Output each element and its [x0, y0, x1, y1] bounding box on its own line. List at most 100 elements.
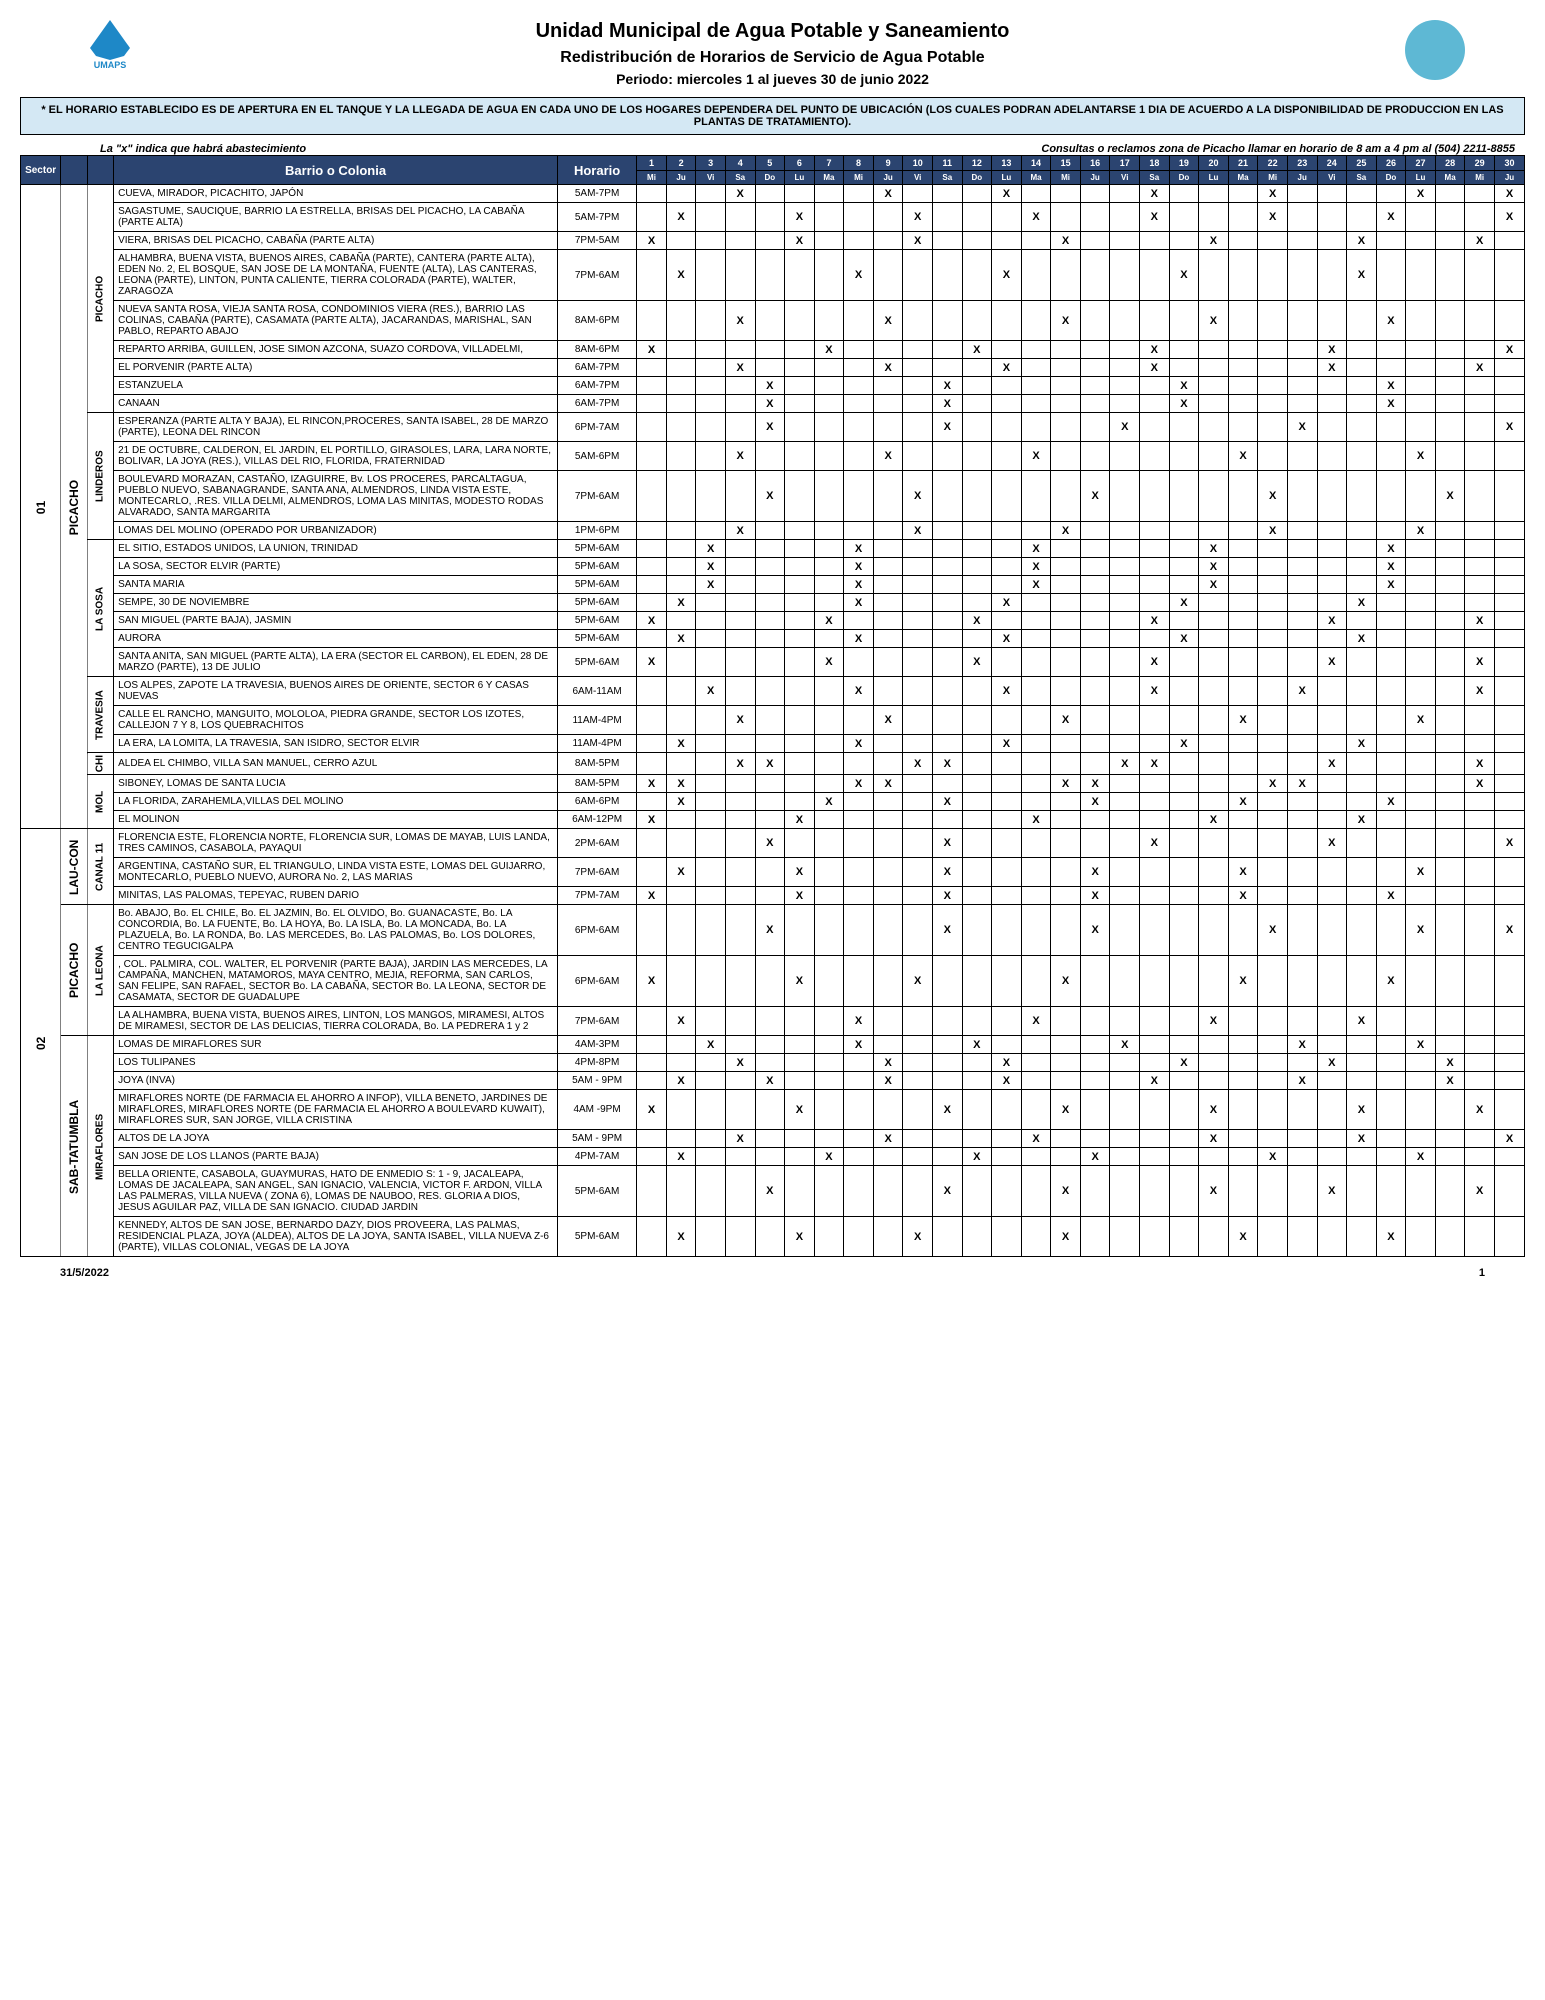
x-cell	[844, 1072, 874, 1090]
x-cell	[992, 540, 1022, 558]
x-cell: X	[1317, 648, 1347, 677]
x-cell	[1258, 811, 1288, 829]
x-cell	[1228, 1148, 1258, 1166]
horario-cell: 5PM-6AM	[557, 1166, 636, 1217]
th-dayname: Vi	[903, 171, 933, 185]
x-cell	[1317, 1007, 1347, 1036]
horario-cell: 8AM-6PM	[557, 301, 636, 341]
x-cell	[1465, 203, 1495, 232]
x-cell	[1376, 594, 1406, 612]
x-cell	[1110, 775, 1140, 793]
x-cell: X	[873, 1072, 903, 1090]
x-cell	[1080, 811, 1110, 829]
x-cell: X	[637, 648, 667, 677]
x-cell	[992, 1007, 1022, 1036]
x-cell: X	[755, 905, 785, 956]
th-daynum: 28	[1435, 156, 1465, 171]
th-dayname: Do	[755, 171, 785, 185]
x-cell	[844, 471, 874, 522]
x-cell	[1287, 630, 1317, 648]
x-cell	[755, 1217, 785, 1257]
x-cell	[696, 185, 726, 203]
x-cell	[1435, 1217, 1465, 1257]
x-cell	[844, 413, 874, 442]
x-cell	[1494, 232, 1524, 250]
x-cell: X	[1347, 1007, 1377, 1036]
x-cell	[785, 522, 815, 540]
x-cell: X	[992, 359, 1022, 377]
x-cell	[1406, 1007, 1436, 1036]
x-cell	[1110, 471, 1140, 522]
x-cell	[873, 522, 903, 540]
x-cell	[1406, 377, 1436, 395]
x-cell	[1110, 858, 1140, 887]
x-cell	[903, 301, 933, 341]
x-cell	[1465, 594, 1495, 612]
x-cell	[1140, 1130, 1170, 1148]
x-cell	[873, 594, 903, 612]
x-cell	[1376, 829, 1406, 858]
x-cell	[637, 185, 667, 203]
table-row: SAB-TATUMBLAMIRAFLORESLOMAS DE MIRAFLORE…	[21, 1036, 1525, 1054]
x-cell	[1376, 811, 1406, 829]
x-cell: X	[1347, 1090, 1377, 1130]
x-cell: X	[1080, 793, 1110, 811]
x-cell	[637, 1217, 667, 1257]
x-cell	[1317, 576, 1347, 594]
x-cell	[1021, 594, 1051, 612]
x-cell	[1021, 1036, 1051, 1054]
x-cell: X	[992, 630, 1022, 648]
x-cell: X	[666, 1148, 696, 1166]
x-cell	[696, 232, 726, 250]
x-cell	[1021, 1054, 1051, 1072]
x-cell	[1021, 612, 1051, 630]
x-cell	[1465, 1036, 1495, 1054]
x-cell	[1317, 232, 1347, 250]
x-cell	[1051, 793, 1081, 811]
x-cell	[637, 829, 667, 858]
x-cell	[1347, 471, 1377, 522]
barrio-cell: FLORENCIA ESTE, FLORENCIA NORTE, FLORENC…	[114, 829, 558, 858]
x-cell: X	[932, 887, 962, 905]
x-cell: X	[992, 677, 1022, 706]
x-cell	[844, 905, 874, 956]
x-cell: X	[1080, 887, 1110, 905]
barrio-cell: LA SOSA, SECTOR ELVIR (PARTE)	[114, 558, 558, 576]
th-sector: Sector	[21, 156, 61, 185]
x-cell	[932, 677, 962, 706]
x-cell	[903, 359, 933, 377]
x-cell	[666, 301, 696, 341]
x-cell	[962, 185, 992, 203]
x-cell	[1494, 1217, 1524, 1257]
x-cell	[755, 775, 785, 793]
x-cell: X	[1228, 887, 1258, 905]
x-cell: X	[1199, 1166, 1229, 1217]
x-cell: X	[1287, 1036, 1317, 1054]
x-cell	[666, 829, 696, 858]
x-cell	[1199, 1072, 1229, 1090]
x-cell	[1169, 858, 1199, 887]
x-cell: X	[725, 301, 755, 341]
x-cell	[1021, 1148, 1051, 1166]
x-cell	[844, 956, 874, 1007]
x-cell	[992, 706, 1022, 735]
x-cell	[873, 413, 903, 442]
x-cell	[785, 442, 815, 471]
x-cell	[1140, 1036, 1170, 1054]
x-cell	[814, 522, 844, 540]
x-cell	[1021, 793, 1051, 811]
x-cell	[992, 522, 1022, 540]
x-cell	[696, 522, 726, 540]
x-cell	[1347, 341, 1377, 359]
x-cell	[1406, 735, 1436, 753]
x-cell	[814, 395, 844, 413]
x-cell	[1406, 1072, 1436, 1090]
th-daynum: 27	[1406, 156, 1436, 171]
x-cell	[1317, 1148, 1347, 1166]
x-cell	[725, 558, 755, 576]
x-cell	[1110, 1054, 1140, 1072]
x-cell	[1021, 887, 1051, 905]
x-cell	[1347, 1054, 1377, 1072]
x-cell	[1110, 793, 1140, 811]
x-cell	[1406, 341, 1436, 359]
